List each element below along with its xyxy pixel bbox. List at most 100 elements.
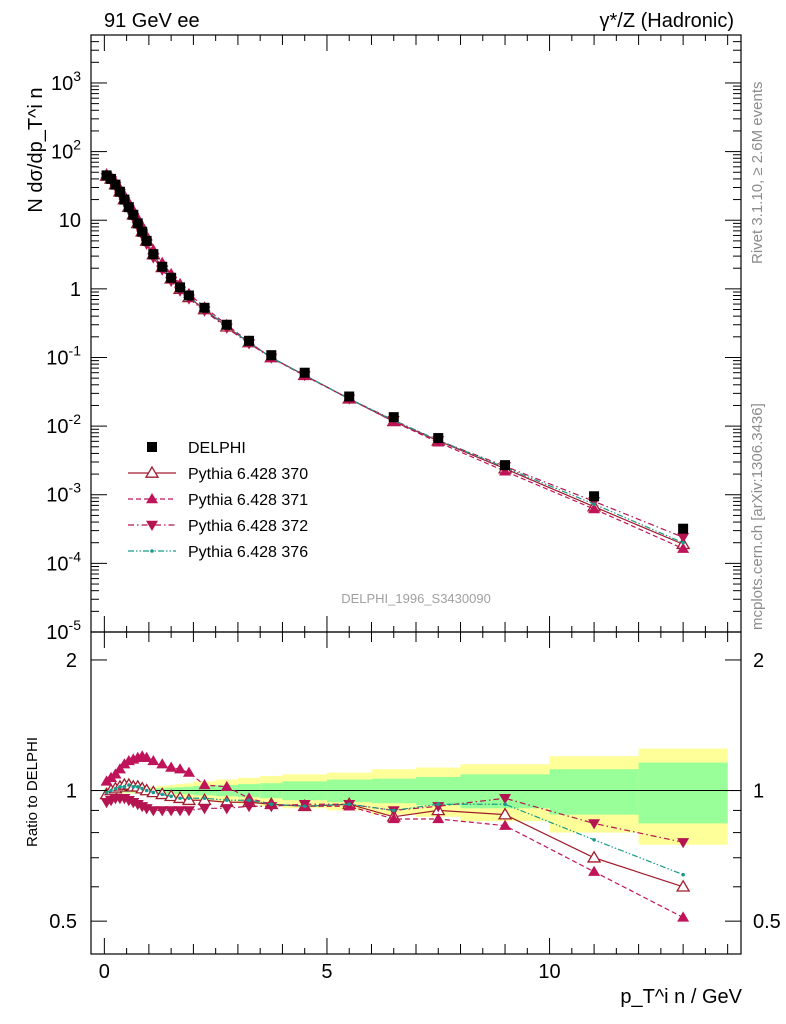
data-point <box>592 502 596 506</box>
ratio-point <box>269 802 274 807</box>
legend-label: Pythia 6.428 372 <box>188 518 308 535</box>
data-point <box>677 542 690 553</box>
series-line <box>106 173 684 550</box>
data-point <box>119 194 130 205</box>
ratio-point <box>187 796 191 801</box>
ratio-point <box>592 837 596 842</box>
legend-marker <box>146 493 158 504</box>
ratio-point <box>387 812 400 824</box>
left-title: 91 GeV ee <box>104 10 200 32</box>
y-tick-label: 10 <box>59 210 81 232</box>
ratio-point <box>113 786 118 791</box>
ratio-series <box>99 750 691 922</box>
ratio-point <box>302 804 307 809</box>
ratio-point <box>243 802 256 813</box>
y-tick-label: 1 <box>70 279 81 301</box>
main-axes: 10-5 10-4 10-3 10-2 10-1 1 10 102 103 <box>46 34 741 644</box>
legend-marker <box>146 520 158 531</box>
data-point <box>588 502 601 514</box>
ratio-point <box>497 807 513 820</box>
y-tick-label: 0.5 <box>49 911 77 933</box>
ratio-point <box>391 808 396 813</box>
ratio-panel: 0 5 10 0.5 0.5 1 1 2 2 Ratio to DELPHI p_T^i n /… <box>24 616 781 1008</box>
ratio-point <box>436 802 441 807</box>
y-tick-label: 103 <box>51 68 81 95</box>
ratio-point <box>165 806 178 817</box>
legend-label: Pythia 6.428 370 <box>188 466 308 483</box>
ratio-point <box>182 806 195 817</box>
data-point <box>141 235 152 246</box>
data-point <box>199 302 210 313</box>
y-tick-label: 1 <box>753 781 764 803</box>
ratio-uncertainty-bands <box>104 748 728 845</box>
ratio-point <box>122 785 127 789</box>
data-point <box>106 173 117 184</box>
data-point <box>137 226 148 237</box>
ratio-point <box>174 763 187 774</box>
rivet-label: Rivet 3.1.10, ≥ 2.6M events <box>749 82 766 265</box>
ratio-point <box>147 806 160 817</box>
ratio-point <box>265 802 278 813</box>
data-point <box>344 391 355 402</box>
ratio-point <box>224 798 229 803</box>
data-point <box>183 290 194 301</box>
data-point <box>500 460 511 471</box>
data-point <box>175 282 186 293</box>
ratio-point <box>178 796 182 801</box>
band-inner <box>549 769 639 815</box>
data-point <box>221 319 232 330</box>
ratio-point <box>131 785 136 789</box>
ratio-ylabel: Ratio to DELPHI <box>24 737 41 847</box>
data-point <box>244 335 255 346</box>
ratio-point <box>140 786 144 791</box>
ratio-point <box>681 872 685 877</box>
legend-marker <box>144 465 160 478</box>
ratio-point <box>109 768 122 779</box>
data-point <box>148 249 159 260</box>
analysis-id: DELPHI_1996_S3430090 <box>341 591 491 606</box>
legend-label: DELPHI <box>188 440 246 457</box>
band-inner <box>416 776 461 806</box>
data-point <box>433 433 444 444</box>
data-point <box>128 209 139 220</box>
ratio-point <box>104 790 109 795</box>
y-tick-label: 10-5 <box>46 617 81 644</box>
ratio-point <box>156 806 169 817</box>
ratio-point <box>675 879 691 892</box>
data-point <box>266 350 277 361</box>
data-point <box>123 202 134 213</box>
y-tick-label: 10-1 <box>46 342 81 369</box>
ratio-point <box>202 796 207 801</box>
ratio-point <box>247 798 251 803</box>
legend-label: Pythia 6.428 371 <box>188 492 308 509</box>
data-point <box>681 540 685 545</box>
data-point <box>132 218 143 229</box>
legend-marker <box>150 549 154 553</box>
series-line <box>106 176 684 538</box>
ratio-point <box>499 819 512 830</box>
data-point <box>157 261 168 272</box>
data-point <box>299 367 310 378</box>
ratio-point <box>586 850 602 863</box>
ratio-xlabel: p_T^i n / GeV <box>620 986 742 1008</box>
legend-marker <box>147 442 157 452</box>
x-tick-label: 5 <box>321 961 332 983</box>
series-line <box>106 175 684 544</box>
main-ylabel: N dσ/dp_T^i n <box>25 87 47 212</box>
y-tick-label: 10-3 <box>46 480 81 507</box>
data-point <box>677 533 690 544</box>
ratio-point <box>165 761 178 772</box>
ratio-point <box>588 865 601 876</box>
ratio-point <box>220 804 233 815</box>
data-point <box>166 272 177 283</box>
y-tick-label: 2 <box>66 650 77 672</box>
ratio-point <box>174 806 187 817</box>
ratio-point <box>432 812 445 824</box>
mcplots-label: mcplots.cern.ch [arXiv:1306.3436] <box>749 403 766 630</box>
ratio-point <box>169 794 173 799</box>
series-line <box>106 175 684 545</box>
ratio-point <box>144 788 149 793</box>
ratio-point <box>198 804 211 815</box>
main-series <box>99 168 691 553</box>
